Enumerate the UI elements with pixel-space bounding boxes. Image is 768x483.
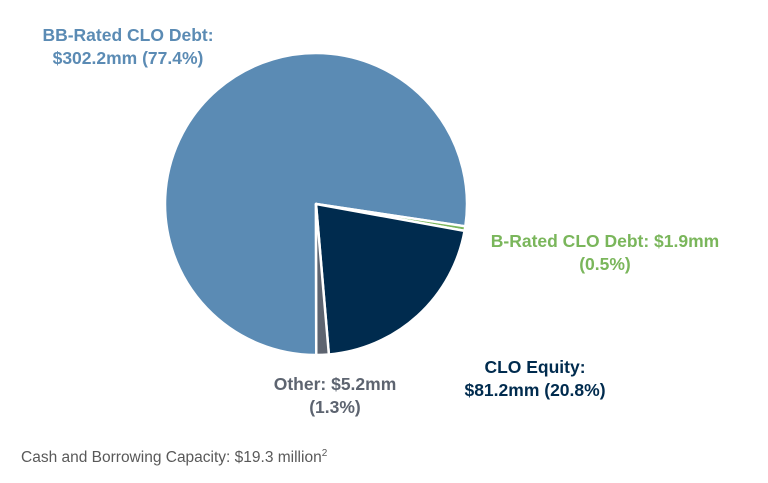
slice-label-equity-line1: CLO Equity: [484,357,586,377]
slice-label-bb-rated-clo-debt: BB-Rated CLO Debt: $302.2mm (77.4%) [18,24,238,70]
slice-label-clo-equity: CLO Equity: $81.2mm (20.8%) [440,356,630,402]
slice-label-other-line1: Other: $5.2mm [273,374,397,394]
pie-slice-bb-rated-clo-debt [163,51,469,357]
pie-slice-clo-equity [314,202,466,356]
footnote-text: Cash and Borrowing Capacity: $19.3 milli… [21,449,322,467]
slice-label-b-line2: (0.5%) [579,254,631,274]
pie-slices [163,51,469,357]
slice-label-b-rated-clo-debt: B-Rated CLO Debt: $1.9mm (0.5%) [455,230,755,276]
slice-label-bb-line1: BB-Rated CLO Debt: [42,25,214,45]
slice-label-other-line2: (1.3%) [309,397,361,417]
footnote: Cash and Borrowing Capacity: $19.3 milli… [21,448,327,467]
pie-slice-other [314,202,331,357]
slice-label-b-line1: B-Rated CLO Debt: $1.9mm [490,231,720,251]
slice-label-other: Other: $5.2mm (1.3%) [240,373,430,419]
footnote-superscript: 2 [321,448,328,459]
slice-label-equity-line2: $81.2mm (20.8%) [464,380,606,400]
slice-label-bb-line2: $302.2mm (77.4%) [52,48,204,68]
